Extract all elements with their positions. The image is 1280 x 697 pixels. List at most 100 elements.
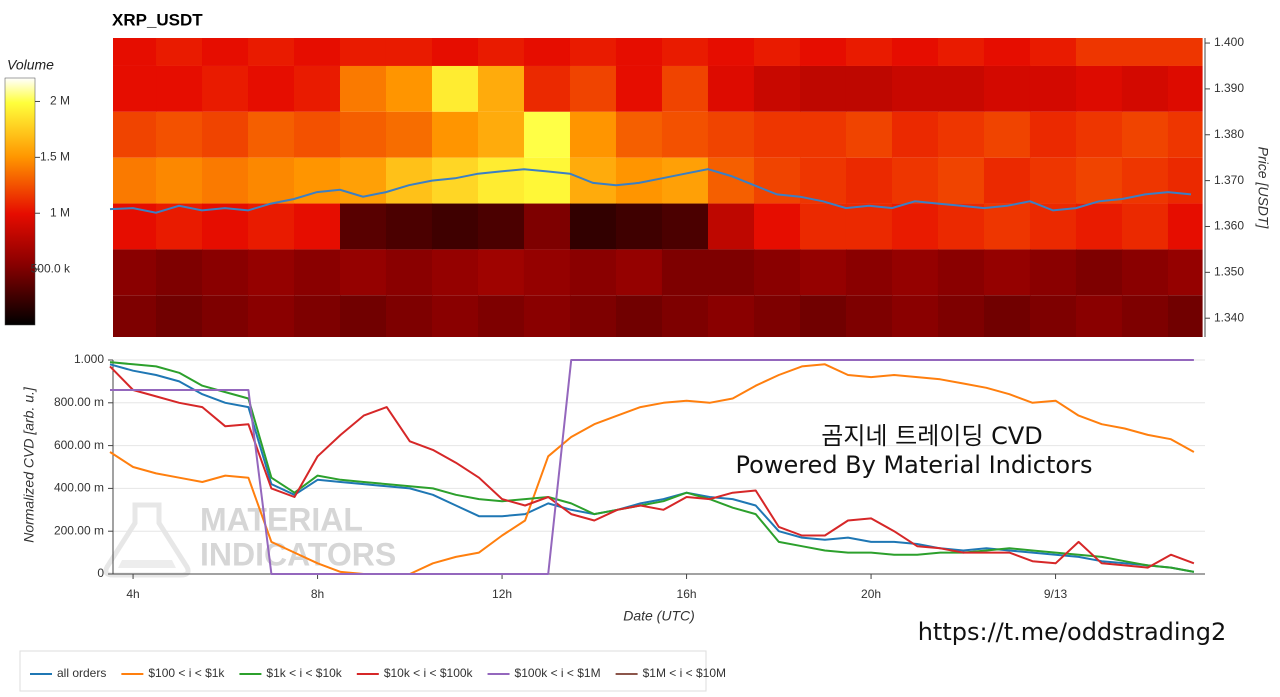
heat-cell	[753, 38, 801, 66]
heat-cell	[1029, 111, 1077, 158]
heat-cell	[1029, 65, 1077, 112]
heat-cell	[113, 157, 157, 204]
legend-label[interactable]: all orders	[57, 666, 106, 680]
heat-cell	[248, 249, 295, 296]
heat-cell	[248, 203, 295, 250]
heat-cell	[156, 65, 203, 112]
y-axis-label: Normalized CVD [arb. u.]	[21, 386, 37, 543]
heat-cell	[891, 111, 939, 158]
legend-label[interactable]: $10k < i < $100k	[384, 666, 474, 680]
heat-cell	[1075, 295, 1123, 337]
heat-cell	[983, 157, 1031, 204]
heat-cell	[113, 249, 157, 296]
heat-cell	[477, 249, 525, 296]
x-axis-label: Date (UTC)	[623, 608, 695, 624]
heat-cell	[339, 203, 387, 250]
heat-cell	[615, 203, 663, 250]
heat-cell	[113, 38, 157, 66]
heat-cell	[523, 295, 571, 337]
cvd-line	[109, 363, 1195, 573]
heat-cell	[202, 111, 249, 158]
heat-cell	[615, 249, 663, 296]
heat-cell	[1029, 38, 1077, 66]
heat-cell	[845, 111, 893, 158]
heat-cell	[845, 38, 893, 66]
heat-cell	[385, 65, 433, 112]
heat-cell	[294, 295, 341, 337]
heat-cell	[799, 38, 847, 66]
heat-cell	[294, 203, 341, 250]
heat-cell	[477, 203, 525, 250]
heat-cell	[385, 111, 433, 158]
y-tick-label: 600.00 m	[54, 438, 104, 452]
heat-cell	[156, 295, 203, 337]
legend-label[interactable]: $100 < i < $1k	[148, 666, 225, 680]
heat-cell	[661, 111, 709, 158]
heat-cell	[615, 295, 663, 337]
heat-cell	[707, 38, 755, 66]
heat-cell	[937, 157, 985, 204]
heat-cell	[661, 249, 709, 296]
heat-cell	[569, 203, 617, 250]
x-tick-label: 9/13	[1044, 587, 1068, 601]
y-tick-label: 1.390	[1214, 81, 1244, 95]
legend-label[interactable]: $100k < i < $1M	[515, 666, 601, 680]
heat-cell	[202, 249, 249, 296]
annotation: Powered By Material Indictors	[736, 451, 1093, 479]
y-tick-label: 1.380	[1214, 127, 1244, 141]
heat-cell	[1029, 295, 1077, 337]
heat-cell	[523, 65, 571, 112]
heat-cell	[294, 111, 341, 158]
cvd-line	[110, 359, 1194, 575]
heat-cell	[1121, 111, 1169, 158]
heat-cell	[248, 111, 295, 158]
heat-cell	[248, 65, 295, 112]
heat-cell	[156, 157, 203, 204]
heat-cell	[1167, 38, 1203, 66]
heat-cell	[431, 38, 479, 66]
heat-cell	[523, 249, 571, 296]
heat-cell	[1167, 295, 1203, 337]
heat-cell	[937, 203, 985, 250]
heat-cell	[431, 111, 479, 158]
heat-cell	[1029, 249, 1077, 296]
heat-cell	[707, 157, 755, 204]
heat-cell	[339, 38, 387, 66]
legend-label[interactable]: $1k < i < $10k	[266, 666, 342, 680]
x-tick-label: 16h	[677, 587, 697, 601]
heat-cell	[248, 295, 295, 337]
y-tick-label: 1.000	[74, 352, 104, 366]
heat-cell	[845, 65, 893, 112]
heat-cell	[339, 65, 387, 112]
cvd-chart: 0 200.00 m 400.00 m 600.00 m 800.00 m 1.000 4h…	[21, 352, 1205, 624]
cvd-line	[109, 361, 1195, 573]
y-tick-label: 800.00 m	[54, 395, 104, 409]
annotation: 곰지네 트레이딩 CVD	[821, 422, 1042, 450]
heat-cell	[202, 65, 249, 112]
heat-cell	[799, 111, 847, 158]
heat-cell	[248, 157, 295, 204]
y-tick-label: 400.00 m	[54, 481, 104, 495]
heat-cell	[248, 38, 295, 66]
heat-cell	[477, 295, 525, 337]
heat-cell	[707, 295, 755, 337]
heat-cell	[845, 203, 893, 250]
heat-cell	[1167, 111, 1203, 158]
heat-cell	[1029, 157, 1077, 204]
heat-cell	[799, 65, 847, 112]
watermark: MATERIAL	[200, 501, 363, 537]
heat-cell	[615, 157, 663, 204]
heat-cell	[707, 203, 755, 250]
heat-cell	[937, 65, 985, 112]
heat-cell	[569, 249, 617, 296]
heat-cell	[523, 38, 571, 66]
y-tick-label: 1.400	[1214, 35, 1244, 49]
heat-cell	[1167, 203, 1203, 250]
heat-cell	[1075, 111, 1123, 158]
y-tick-label: 200.00 m	[54, 523, 104, 537]
heat-cell	[661, 38, 709, 66]
colorbar-tick-label: 1 M	[50, 205, 70, 219]
legend-label[interactable]: $1M < i < $10M	[643, 666, 726, 680]
heat-cell	[156, 111, 203, 158]
heat-cell	[569, 38, 617, 66]
